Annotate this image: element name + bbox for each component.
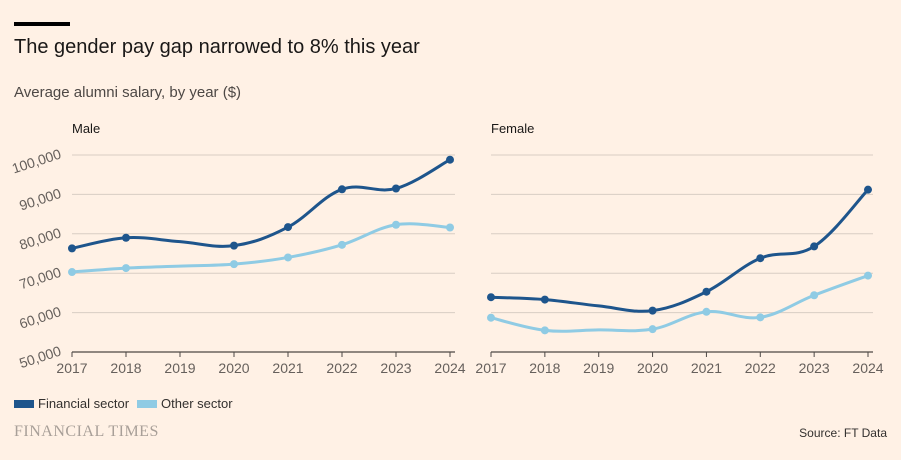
data-point-other-sector-2023 bbox=[392, 220, 400, 229]
source-note: Source: FT Data bbox=[799, 426, 887, 440]
data-point-financial-sector-2023 bbox=[392, 184, 400, 193]
data-point-financial-sector-2020 bbox=[648, 306, 657, 315]
data-point-financial-sector-2021 bbox=[702, 287, 711, 296]
data-point-financial-sector-2024 bbox=[864, 185, 872, 194]
legend-item-financial: Financial sector bbox=[14, 396, 129, 411]
x-tick-label: 2022 bbox=[326, 360, 357, 376]
y-tick-label: 90,000 bbox=[17, 185, 63, 214]
data-point-financial-sector-2020 bbox=[230, 241, 238, 250]
y-tick-label: 70,000 bbox=[17, 264, 63, 293]
x-tick-label: 2021 bbox=[691, 360, 722, 376]
data-point-financial-sector-2022 bbox=[338, 185, 346, 194]
data-point-other-sector-2017 bbox=[68, 268, 76, 277]
x-tick-label: 2023 bbox=[380, 360, 411, 376]
series-line-other-sector-female bbox=[489, 274, 870, 333]
y-tick-label: 60,000 bbox=[17, 303, 63, 332]
data-point-financial-sector-2021 bbox=[284, 223, 292, 232]
x-tick-label: 2023 bbox=[799, 360, 830, 376]
x-tick-label: 2021 bbox=[272, 360, 303, 376]
data-point-other-sector-2020 bbox=[230, 260, 238, 269]
panel-title-male: Male bbox=[72, 121, 100, 136]
x-tick-label: 2018 bbox=[529, 360, 560, 376]
legend-item-other: Other sector bbox=[137, 396, 233, 411]
data-point-financial-sector-2023 bbox=[810, 242, 819, 251]
x-tick-label: 2020 bbox=[218, 360, 249, 376]
y-tick-label: 100,000 bbox=[10, 146, 63, 177]
data-point-other-sector-2022 bbox=[338, 240, 346, 249]
y-tick-label: 80,000 bbox=[17, 224, 63, 253]
data-point-financial-sector-2017 bbox=[487, 293, 495, 302]
x-tick-label: 2019 bbox=[164, 360, 195, 376]
x-tick-label: 2018 bbox=[110, 360, 141, 376]
data-point-other-sector-2023 bbox=[810, 291, 819, 300]
data-point-financial-sector-2017 bbox=[68, 244, 76, 253]
x-tick-label: 2020 bbox=[637, 360, 668, 376]
x-tick-label: 2017 bbox=[475, 360, 506, 376]
x-tick-label: 2024 bbox=[434, 360, 465, 376]
chart-title: The gender pay gap narrowed to 8% this y… bbox=[14, 36, 420, 58]
data-point-other-sector-2020 bbox=[648, 325, 657, 334]
legend-swatch-other bbox=[137, 399, 158, 408]
series-line-other-sector-male bbox=[70, 222, 452, 274]
data-point-other-sector-2018 bbox=[540, 326, 549, 335]
series-line-financial-sector-male bbox=[70, 158, 452, 250]
data-point-financial-sector-2022 bbox=[756, 254, 765, 263]
data-point-other-sector-2022 bbox=[756, 313, 765, 322]
legend-swatch-financial bbox=[14, 399, 34, 408]
panel-title-female: Female bbox=[491, 121, 534, 136]
data-point-financial-sector-2024 bbox=[446, 155, 454, 164]
legend-label-other: Other sector bbox=[161, 396, 233, 411]
x-tick-label: 2022 bbox=[745, 360, 776, 376]
ft-logo: FINANCIAL TIMES bbox=[14, 423, 159, 440]
ft-top-bar bbox=[14, 22, 70, 26]
data-point-other-sector-2024 bbox=[446, 223, 454, 232]
x-tick-label: 2024 bbox=[852, 360, 883, 376]
data-point-other-sector-2024 bbox=[864, 271, 872, 280]
data-point-financial-sector-2018 bbox=[122, 233, 130, 242]
chart-area: Male50,00060,00070,00080,00090,000100,00… bbox=[10, 121, 884, 376]
data-point-other-sector-2021 bbox=[702, 307, 711, 316]
x-tick-label: 2017 bbox=[56, 360, 87, 376]
legend: Financial sector Other sector bbox=[14, 396, 233, 411]
data-point-other-sector-2017 bbox=[487, 313, 495, 322]
chart-subtitle: Average alumni salary, by year ($) bbox=[14, 84, 242, 101]
data-point-financial-sector-2018 bbox=[540, 295, 549, 304]
x-tick-label: 2019 bbox=[583, 360, 614, 376]
data-point-other-sector-2018 bbox=[122, 264, 130, 273]
data-point-other-sector-2021 bbox=[284, 253, 292, 262]
legend-label-financial: Financial sector bbox=[38, 396, 130, 411]
